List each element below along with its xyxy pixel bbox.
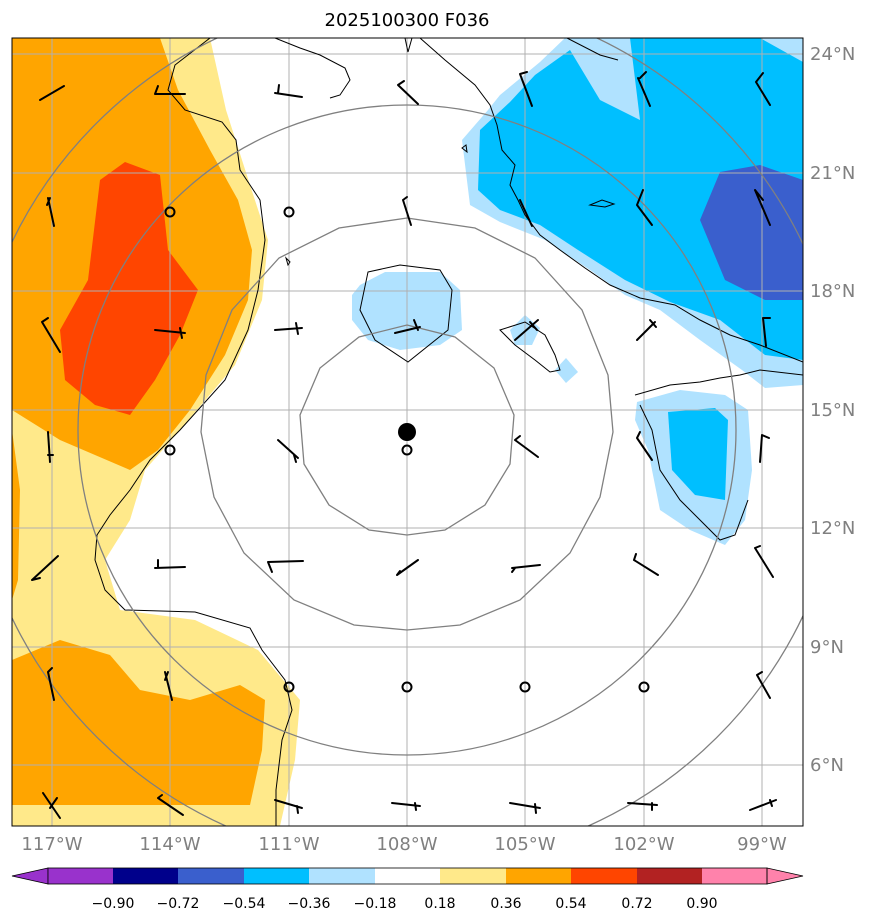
lat-label: 21°N [810, 163, 855, 184]
lat-label: 6°N [810, 755, 844, 776]
lon-label: 111°W [258, 834, 319, 855]
lon-label: 117°W [21, 834, 82, 855]
colorbar-extend-high [766, 867, 804, 885]
lat-label: 15°N [810, 400, 855, 421]
lon-label: 99°W [737, 834, 787, 855]
colorbar-bin [637, 868, 702, 884]
lat-label: 18°N [810, 281, 855, 302]
lon-label: 108°W [376, 834, 437, 855]
colorbar-bin [178, 868, 244, 884]
colorbar-extend-low [11, 867, 49, 885]
map-frame [11, 37, 804, 827]
lon-label: 114°W [139, 834, 200, 855]
storm-center-marker [398, 423, 416, 441]
colorbar-bin [571, 868, 637, 884]
colorbar-tick-label: 0.36 [490, 896, 521, 912]
colorbar-tick-label: 0.72 [621, 896, 652, 912]
colorbar-tick-label: −0.54 [223, 896, 266, 912]
colorbar-tick-label: −0.90 [92, 896, 135, 912]
colorbar-bin [506, 868, 571, 884]
negative-anomaly-fills [352, 38, 803, 545]
colorbar-bin [48, 868, 113, 884]
colorbar-tick-label: 0.18 [424, 896, 455, 912]
lat-label: 24°N [810, 44, 855, 65]
colorbar-bin [375, 868, 440, 884]
colorbar-bin [244, 868, 309, 884]
lon-label: 102°W [613, 834, 674, 855]
colorbar-bin [702, 868, 767, 884]
colorbar-bin [113, 868, 178, 884]
positive-anomaly-fills [12, 38, 300, 826]
colorbar-outline [47, 867, 768, 885]
longitude-labels: 117°W 114°W 111°W 108°W 105°W 102°W 99°W [21, 834, 787, 855]
colorbar-bin [309, 868, 375, 884]
lat-label: 9°N [810, 637, 844, 658]
colorbar-tick-label: −0.36 [288, 896, 331, 912]
colorbar-tick-label: 0.90 [686, 896, 717, 912]
calm-wind-circles [164, 206, 650, 693]
colorbar-tick-label: 0.54 [555, 896, 586, 912]
map-panel [12, 38, 803, 826]
latitude-labels: 24°N 21°N 18°N 15°N 12°N 9°N 6°N [810, 44, 855, 776]
figure-title: 2025100300 F036 [325, 10, 490, 31]
colorbar-tick-label: −0.72 [157, 896, 200, 912]
colorbar-bin [440, 868, 506, 884]
colorbar: −0.90 −0.72 −0.54 −0.36 −0.18 0.18 0.36 … [11, 867, 804, 912]
colorbar-tick-label: −0.18 [354, 896, 397, 912]
lon-label: 105°W [494, 834, 555, 855]
range-rings [12, 38, 803, 826]
wind-barbs [31, 71, 777, 819]
lat-label: 12°N [810, 518, 855, 539]
